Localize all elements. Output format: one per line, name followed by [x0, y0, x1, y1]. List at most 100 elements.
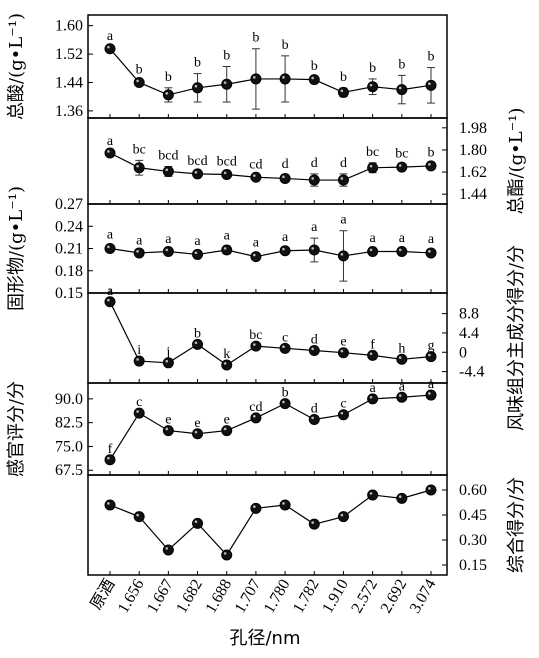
data-point-highlight: [253, 505, 256, 509]
significance-letter: a: [107, 228, 114, 243]
data-point: [250, 73, 262, 85]
data-point: [162, 165, 174, 177]
data-point-highlight: [107, 456, 110, 460]
data-point: [250, 502, 262, 514]
data-point-highlight: [194, 430, 198, 434]
significance-letter: b: [136, 62, 143, 77]
significance-letter: g: [428, 339, 435, 354]
data-point-highlight: [136, 250, 139, 253]
significance-letter: a: [282, 230, 289, 245]
y-axis-title: 固形物/(g•L⁻¹): [6, 186, 27, 311]
y-tick-label: 75.0: [55, 438, 83, 455]
y-tick-label: 0.45: [459, 507, 487, 524]
data-point-highlight: [311, 76, 314, 80]
data-point: [104, 243, 116, 254]
data-point-highlight: [398, 495, 402, 499]
data-point-highlight: [369, 83, 373, 87]
y-tick-label: 1.98: [459, 120, 487, 137]
significance-letter: a: [107, 29, 114, 44]
data-point-highlight: [428, 82, 431, 86]
y-axis-title: 综合得分/分: [506, 477, 527, 573]
y-tick-label: 0.30: [459, 532, 487, 549]
y-axis-title: 总酸/(g•L⁻¹): [6, 13, 27, 120]
x-category-label: 2.572: [348, 577, 381, 617]
data-point-highlight: [398, 164, 402, 167]
significance-letter: cd: [249, 157, 262, 172]
data-point-highlight: [107, 502, 110, 505]
significance-letter: b: [252, 31, 259, 46]
y-axis-title: 感官评分/分: [6, 381, 27, 477]
panel-frame: [87, 474, 448, 576]
data-point: [279, 245, 291, 257]
significance-letter: c: [282, 330, 288, 345]
data-point-highlight: [223, 552, 227, 555]
significance-letter: b: [340, 70, 347, 85]
data-point-highlight: [340, 89, 344, 93]
significance-letter: e: [165, 413, 171, 428]
significance-letter: a: [253, 236, 260, 251]
data-point: [308, 174, 320, 186]
data-point: [133, 511, 145, 523]
data-point-highlight: [194, 84, 198, 88]
significance-letter: f: [370, 337, 375, 352]
data-point-highlight: [136, 164, 139, 168]
significance-letter: a: [428, 232, 435, 247]
data-point: [133, 247, 145, 259]
significance-letter: d: [311, 401, 318, 416]
data-point-highlight: [398, 356, 402, 359]
panel-frame: [87, 292, 448, 384]
data-point: [221, 169, 233, 181]
data-point-highlight: [253, 174, 256, 177]
data-point: [279, 499, 291, 511]
data-point: [221, 549, 233, 561]
significance-letter: b: [194, 326, 201, 341]
data-point-highlight: [253, 253, 256, 257]
data-point: [396, 84, 408, 96]
significance-letter: d: [311, 156, 318, 171]
data-point-highlight: [398, 248, 402, 252]
x-category-label: 原酒: [87, 576, 119, 613]
y-tick-label: 0.24: [55, 218, 83, 235]
x-category-label: 1.782: [290, 577, 323, 617]
significance-letter: bc: [249, 328, 262, 343]
data-point-highlight: [398, 86, 402, 90]
significance-letter: b: [223, 49, 230, 64]
data-point-highlight: [194, 341, 198, 345]
data-point: [308, 244, 320, 256]
significance-letter: b: [165, 70, 172, 85]
data-point-highlight: [107, 298, 110, 302]
data-point: [396, 245, 408, 257]
x-axis-label: 孔径/nm: [229, 628, 300, 649]
data-point-highlight: [223, 81, 227, 84]
data-point: [279, 73, 291, 85]
x-category-label: 1.688: [202, 577, 235, 617]
data-point-highlight: [165, 547, 169, 550]
significance-letter: d: [340, 156, 347, 171]
data-point: [192, 82, 204, 94]
significance-letter: e: [224, 413, 230, 428]
data-point-highlight: [223, 171, 227, 175]
y-tick-label: 1.62: [459, 164, 487, 181]
data-point-highlight: [282, 502, 285, 505]
significance-letter: bcd: [187, 154, 207, 169]
data-point: [396, 492, 408, 504]
data-point-highlight: [428, 163, 431, 166]
data-point: [425, 247, 437, 259]
y-tick-label: 1.52: [55, 46, 83, 63]
data-point: [367, 489, 379, 501]
data-point-highlight: [194, 171, 198, 174]
significance-letter: e: [194, 416, 200, 431]
data-point-highlight: [194, 520, 198, 524]
y-tick-label: 0.21: [55, 241, 83, 258]
x-category-label: 1.656: [115, 577, 148, 617]
significance-letter: a: [194, 234, 201, 249]
data-point: [308, 74, 320, 86]
significance-letter: bcd: [217, 155, 237, 170]
data-point-highlight: [311, 347, 314, 351]
significance-letter: a: [370, 231, 377, 246]
data-point: [337, 250, 349, 262]
data-point-highlight: [369, 352, 373, 356]
data-point-highlight: [369, 248, 373, 252]
significance-letter: j: [165, 345, 170, 360]
